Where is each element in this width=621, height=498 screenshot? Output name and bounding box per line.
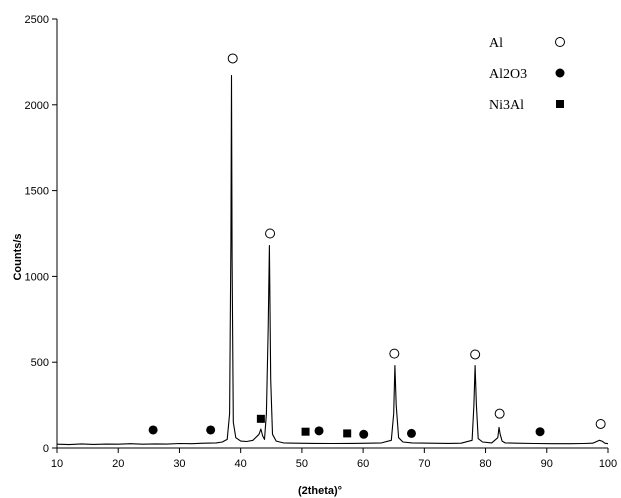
marker-ni3al xyxy=(343,429,352,438)
marker-al2o3 xyxy=(359,429,369,439)
legend-marker xyxy=(556,100,564,108)
x-tick-label: 70 xyxy=(418,458,430,470)
axes: 10 20 30 40 50 60 70 80 90 1000500100015002000250… xyxy=(25,14,618,470)
marker-al2o3 xyxy=(535,427,545,437)
marker-al2o3 xyxy=(406,428,416,438)
marker-al xyxy=(494,408,505,419)
marker-al xyxy=(389,348,400,359)
legend-label: Al2O3 xyxy=(489,67,527,82)
x-tick-label: 100 xyxy=(599,458,617,470)
y-tick-label: 2000 xyxy=(25,100,49,112)
plot-area xyxy=(56,53,609,446)
legend-label: Ni3Al xyxy=(489,98,524,113)
x-axis-title: (2theta)° xyxy=(298,485,342,497)
marker-al2o3 xyxy=(314,426,324,436)
y-axis-title: Counts/s xyxy=(12,233,24,280)
x-tick-label: 20 xyxy=(112,458,124,470)
marker-al xyxy=(227,53,238,64)
x-tick-label: 80 xyxy=(479,458,491,470)
marker-al xyxy=(595,418,606,429)
legend-marker xyxy=(555,37,565,47)
marker-al xyxy=(265,228,276,239)
spectrum-line xyxy=(56,75,609,446)
x-tick-label: 40 xyxy=(235,458,247,470)
marker-ni3al xyxy=(256,414,265,423)
x-tick-label: 50 xyxy=(296,458,308,470)
y-tick-label: 0 xyxy=(43,443,49,455)
y-tick-label: 1500 xyxy=(25,186,49,198)
legend-label: Al xyxy=(489,36,503,51)
marker-ni3al xyxy=(301,427,310,436)
legend-marker xyxy=(555,68,565,78)
x-tick-label: 10 xyxy=(51,458,63,470)
marker-al2o3 xyxy=(148,425,158,435)
y-tick-label: 500 xyxy=(31,357,49,369)
x-tick-label: 60 xyxy=(357,458,369,470)
x-tick-label: 30 xyxy=(173,458,185,470)
y-tick-label: 1000 xyxy=(25,271,49,283)
marker-al xyxy=(470,349,481,360)
marker-al2o3 xyxy=(206,425,216,435)
y-tick-label: 2500 xyxy=(25,14,49,26)
legend: Al Al2O3 Ni3Al xyxy=(489,36,565,113)
x-tick-label: 90 xyxy=(541,458,553,470)
